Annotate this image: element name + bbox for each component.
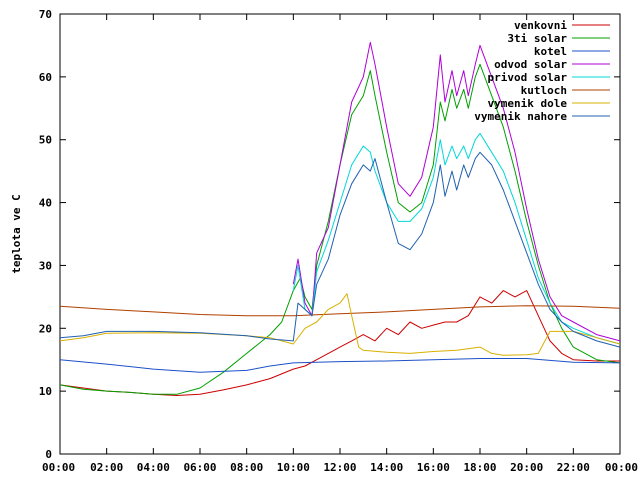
legend-label: 3ti solar xyxy=(507,32,567,45)
x-tick-label: 20:00 xyxy=(510,461,543,474)
series-line-venkovni xyxy=(59,290,620,396)
legend-label: kotel xyxy=(534,45,567,58)
legend-label: vymenik nahore xyxy=(474,110,567,123)
x-tick-label: 06:00 xyxy=(183,461,216,474)
x-axis-ticks: 00:00 02:00 04:00 06:00 08:00 10:00 12:00 14:00… xyxy=(42,14,638,474)
y-tick-label: 60 xyxy=(39,71,52,84)
y-axis-label: teplota ve C xyxy=(10,194,23,273)
series-line-kotel xyxy=(59,358,621,373)
x-tick-label: 02:00 xyxy=(90,461,123,474)
series-line-odvod-solar xyxy=(292,41,621,342)
legend-label: venkovni xyxy=(514,19,567,32)
series-line-kutloch xyxy=(59,305,621,317)
legend-label: privod solar xyxy=(488,71,568,84)
x-tick-label: 00:00 xyxy=(605,461,638,474)
y-axis-ticks: 0 10 20 30 40 50 60 70 xyxy=(39,8,620,461)
series-line-3ti-solar xyxy=(59,63,621,395)
y-tick-label: 10 xyxy=(39,385,52,398)
series-lines xyxy=(59,41,621,396)
x-tick-label: 14:00 xyxy=(370,461,403,474)
x-tick-label: 16:00 xyxy=(417,461,450,474)
x-tick-label: 04:00 xyxy=(137,461,170,474)
y-tick-label: 30 xyxy=(39,259,52,272)
legend-label: vymenik dole xyxy=(488,97,568,110)
y-tick-label: 20 xyxy=(39,322,52,335)
legend-label: kutloch xyxy=(521,84,567,97)
y-tick-label: 70 xyxy=(39,8,52,21)
x-tick-label: 10:00 xyxy=(277,461,310,474)
series-line-vymenik-nahore xyxy=(59,151,621,348)
legend-label: odvod solar xyxy=(494,58,567,71)
y-tick-label: 40 xyxy=(39,197,52,210)
y-tick-label: 50 xyxy=(39,134,52,147)
x-tick-label: 12:00 xyxy=(323,461,356,474)
y-tick-label: 0 xyxy=(45,448,52,461)
series-line-vymenik-dole xyxy=(59,293,621,356)
x-tick-label: 22:00 xyxy=(557,461,590,474)
x-tick-label: 00:00 xyxy=(42,461,75,474)
series-line-privod-solar xyxy=(292,132,621,345)
x-tick-label: 08:00 xyxy=(230,461,263,474)
x-tick-label: 18:00 xyxy=(463,461,496,474)
